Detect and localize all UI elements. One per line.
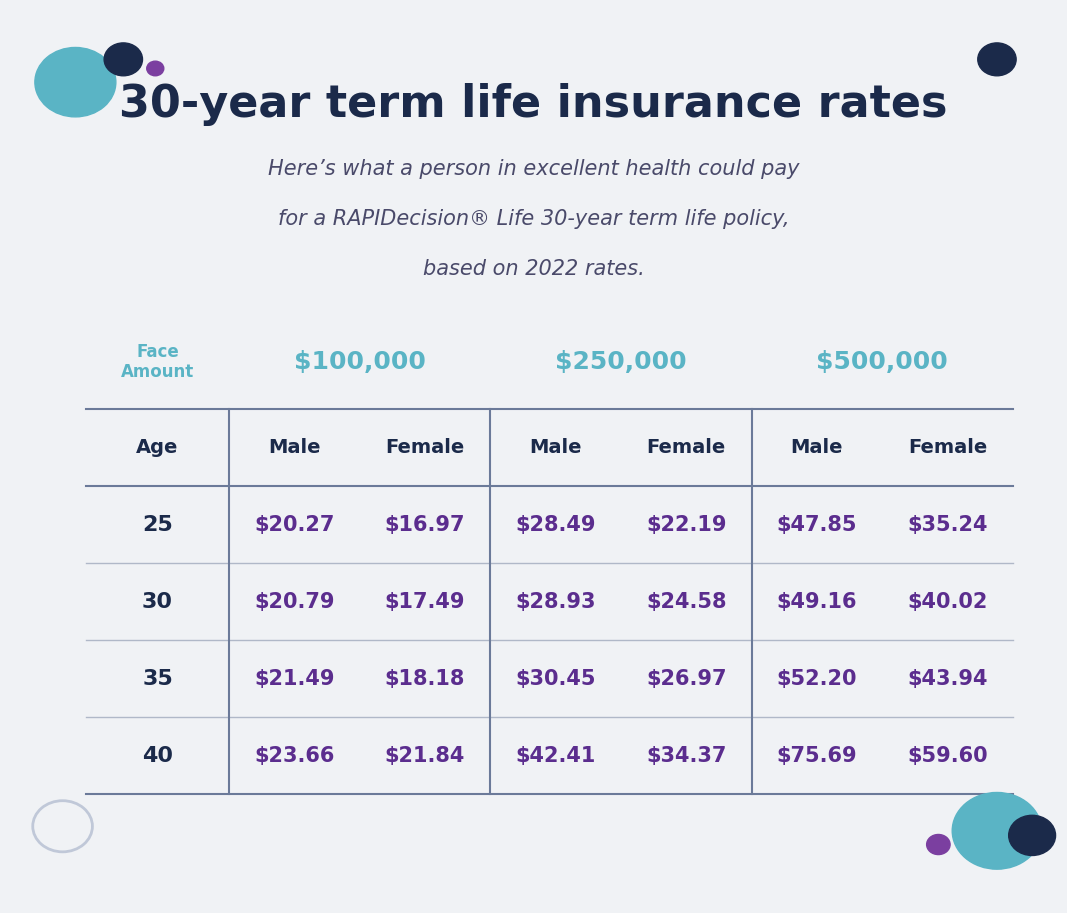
Text: $28.49: $28.49 [515, 515, 595, 535]
Circle shape [952, 792, 1041, 869]
Text: $40.02: $40.02 [907, 592, 988, 612]
Text: $26.97: $26.97 [646, 668, 727, 688]
Circle shape [926, 834, 950, 855]
Text: $34.37: $34.37 [647, 746, 727, 766]
Circle shape [1008, 815, 1055, 855]
Text: 25: 25 [142, 515, 173, 535]
Text: $250,000: $250,000 [555, 350, 687, 374]
Text: 30-year term life insurance rates: 30-year term life insurance rates [120, 83, 947, 127]
Circle shape [105, 43, 143, 76]
Text: $21.84: $21.84 [385, 746, 465, 766]
Text: Female: Female [385, 438, 464, 457]
Text: $28.93: $28.93 [515, 592, 595, 612]
Circle shape [147, 61, 164, 76]
Text: $30.45: $30.45 [515, 668, 595, 688]
Text: $17.49: $17.49 [385, 592, 465, 612]
Text: $49.16: $49.16 [777, 592, 857, 612]
Text: $21.49: $21.49 [254, 668, 335, 688]
Text: $500,000: $500,000 [816, 350, 949, 374]
Text: $24.58: $24.58 [646, 592, 727, 612]
Text: $23.66: $23.66 [254, 746, 334, 766]
Text: 40: 40 [142, 746, 173, 766]
Text: 35: 35 [142, 668, 173, 688]
Text: $16.97: $16.97 [385, 515, 465, 535]
Text: $20.27: $20.27 [254, 515, 334, 535]
Text: $47.85: $47.85 [777, 515, 857, 535]
Text: $52.20: $52.20 [777, 668, 857, 688]
Text: $59.60: $59.60 [907, 746, 988, 766]
Text: $42.41: $42.41 [515, 746, 595, 766]
Text: Male: Male [791, 438, 843, 457]
Text: $22.19: $22.19 [646, 515, 727, 535]
Text: Female: Female [647, 438, 726, 457]
Text: $100,000: $100,000 [293, 350, 426, 374]
Text: $35.24: $35.24 [907, 515, 988, 535]
Text: Female: Female [908, 438, 987, 457]
Text: Male: Male [268, 438, 320, 457]
Circle shape [35, 47, 116, 117]
Text: for a RAPIDecision® Life 30-year term life policy,: for a RAPIDecision® Life 30-year term li… [277, 209, 790, 229]
Text: Male: Male [529, 438, 582, 457]
Text: $18.18: $18.18 [385, 668, 465, 688]
Text: $20.79: $20.79 [254, 592, 335, 612]
Text: Face
Amount: Face Amount [121, 342, 194, 382]
Circle shape [977, 43, 1016, 76]
Text: Here’s what a person in excellent health could pay: Here’s what a person in excellent health… [268, 159, 799, 179]
Text: $75.69: $75.69 [777, 746, 857, 766]
Text: based on 2022 rates.: based on 2022 rates. [423, 259, 644, 279]
Text: $43.94: $43.94 [907, 668, 988, 688]
Text: Age: Age [137, 438, 178, 457]
Text: 30: 30 [142, 592, 173, 612]
